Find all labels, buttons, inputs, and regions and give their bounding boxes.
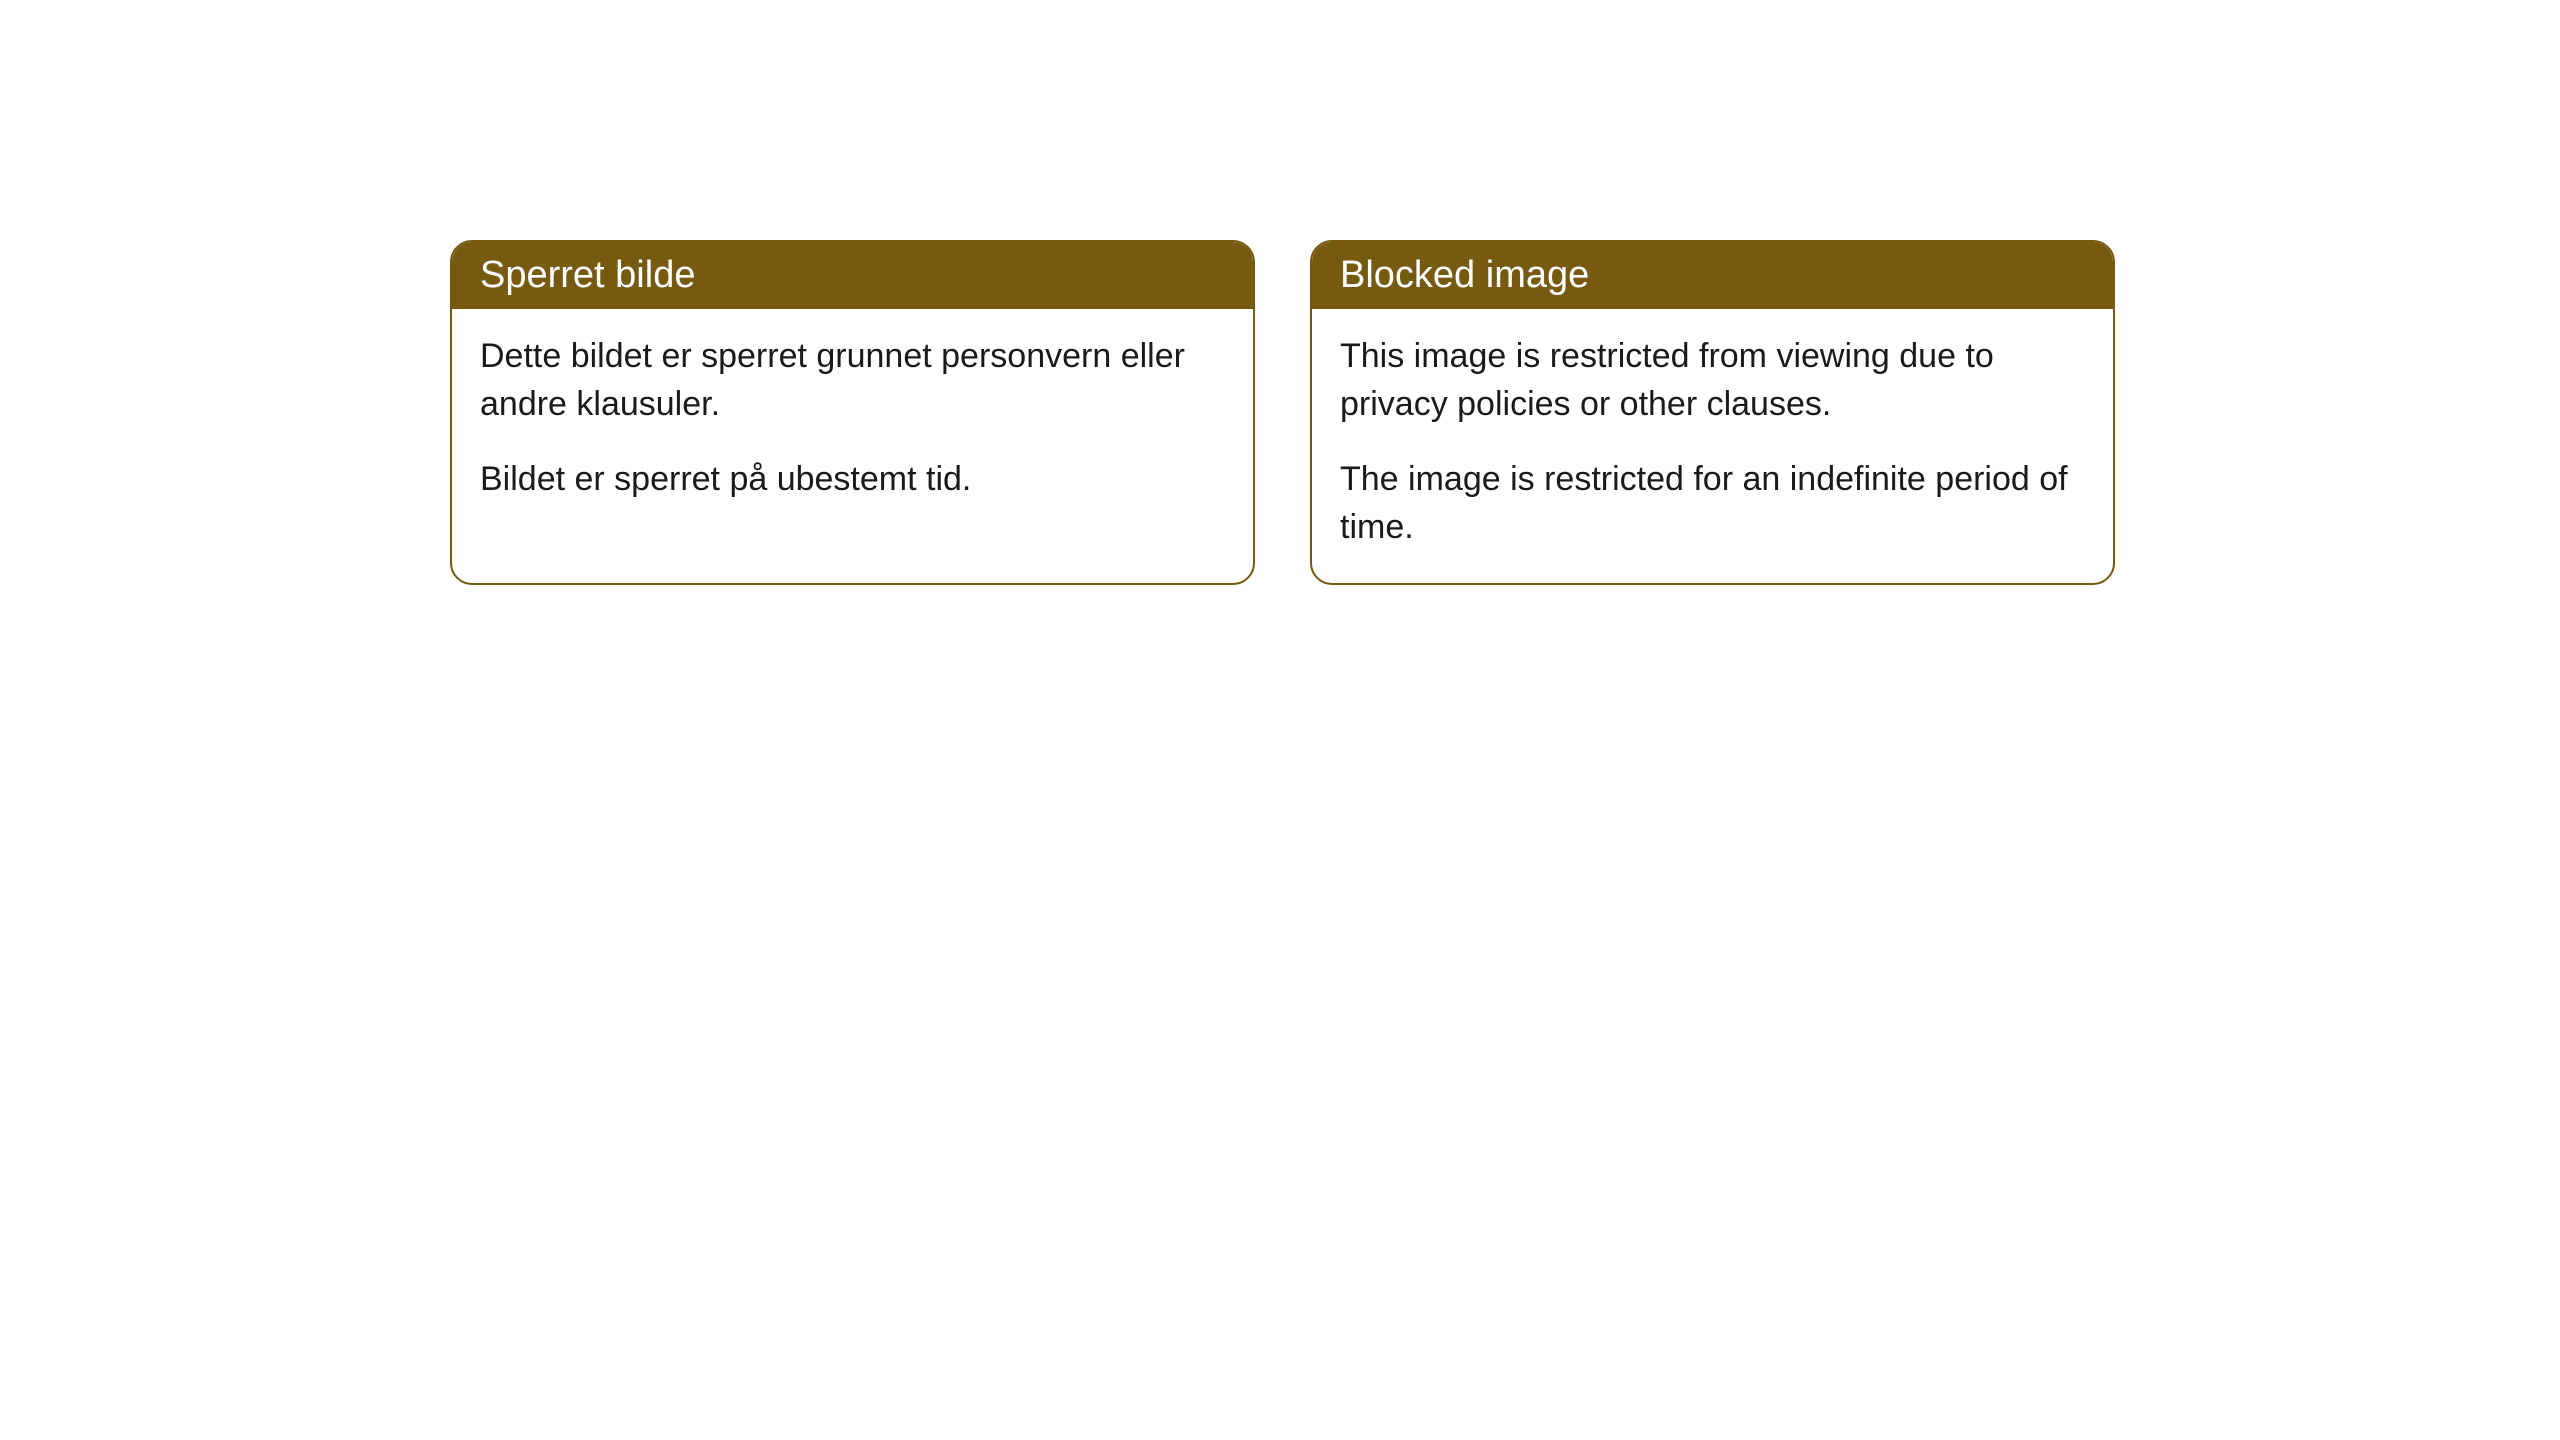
notice-cards-container: Sperret bilde Dette bildet er sperret gr… — [450, 240, 2560, 585]
card-paragraph: Dette bildet er sperret grunnet personve… — [480, 333, 1225, 428]
card-header: Sperret bilde — [452, 242, 1253, 309]
blocked-image-card-norwegian: Sperret bilde Dette bildet er sperret gr… — [450, 240, 1255, 585]
card-paragraph: Bildet er sperret på ubestemt tid. — [480, 456, 1225, 504]
card-paragraph: This image is restricted from viewing du… — [1340, 333, 2085, 428]
card-title: Sperret bilde — [480, 254, 695, 296]
card-paragraph: The image is restricted for an indefinit… — [1340, 456, 2085, 551]
blocked-image-card-english: Blocked image This image is restricted f… — [1310, 240, 2115, 585]
card-header: Blocked image — [1312, 242, 2113, 309]
card-body: This image is restricted from viewing du… — [1312, 309, 2113, 583]
card-body: Dette bildet er sperret grunnet personve… — [452, 309, 1253, 536]
card-title: Blocked image — [1340, 254, 1589, 296]
